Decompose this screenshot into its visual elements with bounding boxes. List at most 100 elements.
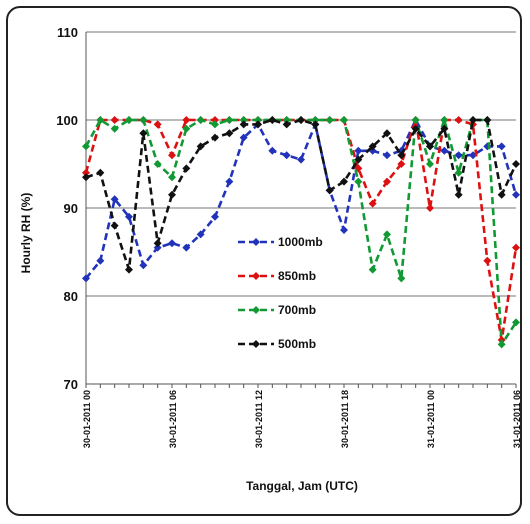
data-point-500mb <box>96 168 105 177</box>
data-point-1000mb <box>96 256 105 265</box>
data-point-850mb <box>211 116 219 124</box>
legend-item-700mb: 700mb <box>238 303 316 317</box>
data-point-1000mb <box>225 177 234 186</box>
data-point-850mb <box>168 151 176 160</box>
data-point-500mb <box>340 177 348 186</box>
legend-marker <box>252 238 260 246</box>
data-point-500mb <box>168 190 176 199</box>
data-point-850mb <box>368 199 377 208</box>
legend-marker <box>252 340 260 348</box>
data-point-500mb <box>282 120 291 129</box>
data-point-1000mb <box>82 274 90 283</box>
data-point-500mb <box>110 221 119 230</box>
data-point-850mb <box>483 256 492 265</box>
data-point-1000mb <box>512 190 520 199</box>
x-tick-label: 30-01-2011 00 <box>82 390 92 448</box>
data-point-1000mb <box>211 212 219 221</box>
data-point-1000mb <box>168 239 176 248</box>
data-point-1000mb <box>440 146 449 155</box>
legend-item-850mb: 850mb <box>238 269 316 283</box>
data-point-700mb <box>225 116 234 124</box>
data-point-500mb <box>411 124 420 133</box>
data-point-1000mb <box>182 243 191 252</box>
x-tick-label: 31-01-2011 00 <box>426 390 436 448</box>
data-point-850mb <box>82 168 90 177</box>
y-tick-label: 110 <box>57 25 78 40</box>
legend: 1000mb 850mb 700mb 500mb <box>238 235 323 351</box>
data-point-1000mb <box>268 146 277 155</box>
data-point-500mb <box>397 151 406 160</box>
data-point-500mb <box>483 116 492 124</box>
legend-item-500mb: 500mb <box>238 337 316 351</box>
data-point-500mb <box>469 116 477 124</box>
data-point-500mb <box>311 120 320 129</box>
data-point-1000mb <box>196 230 205 239</box>
data-point-1000mb <box>282 151 291 160</box>
data-point-850mb <box>397 160 406 168</box>
data-point-700mb <box>82 142 90 151</box>
data-point-700mb <box>254 116 262 124</box>
data-point-850mb <box>454 116 463 124</box>
data-point-500mb <box>268 116 277 124</box>
rh-line-chart: 70 80 90 100 110 30-01-2011 00 30-01-2011 06 30… <box>19 25 522 493</box>
data-point-500mb <box>297 116 305 124</box>
y-axis-title: Hourly RH (%) <box>19 193 33 274</box>
data-point-500mb <box>211 133 219 142</box>
data-point-700mb <box>211 120 219 129</box>
data-point-700mb <box>397 274 406 283</box>
legend-label: 500mb <box>278 337 316 351</box>
data-point-500mb <box>426 142 434 151</box>
data-point-700mb <box>325 116 334 124</box>
data-point-850mb <box>512 243 520 252</box>
data-point-700mb <box>239 116 248 124</box>
legend-marker <box>252 306 260 314</box>
data-point-850mb <box>110 116 119 124</box>
chart-frame: 70 80 90 100 110 30-01-2011 00 30-01-2011 06 30… <box>6 6 522 516</box>
data-point-700mb <box>440 116 449 124</box>
data-point-1000mb <box>110 195 119 204</box>
data-point-700mb <box>354 177 363 186</box>
data-point-500mb <box>82 173 90 182</box>
data-point-700mb <box>139 116 148 124</box>
y-tick-label: 90 <box>64 201 78 216</box>
y-tick-label: 100 <box>56 113 78 128</box>
grid-layer <box>86 31 516 385</box>
y-tick-label: 80 <box>64 289 78 304</box>
data-point-1000mb <box>239 133 248 142</box>
data-point-850mb <box>182 116 191 124</box>
data-point-700mb <box>153 160 162 168</box>
legend-label: 850mb <box>278 269 316 283</box>
data-point-500mb <box>182 164 191 173</box>
data-point-700mb <box>368 265 377 274</box>
data-point-1000mb <box>497 142 506 151</box>
data-point-1000mb <box>297 155 305 164</box>
data-point-500mb <box>225 129 234 138</box>
data-point-1000mb <box>139 261 148 270</box>
data-point-700mb <box>168 173 176 182</box>
data-point-500mb <box>139 129 148 138</box>
data-point-700mb <box>96 116 105 124</box>
data-point-850mb <box>426 204 434 212</box>
x-tick-label: 30-01-2011 18 <box>340 390 350 448</box>
data-point-500mb <box>497 190 506 199</box>
data-point-1000mb <box>454 151 463 160</box>
data-point-700mb <box>411 116 420 124</box>
series-1000mb <box>82 116 520 283</box>
data-point-500mb <box>512 160 520 168</box>
legend-marker <box>252 272 260 280</box>
data-point-850mb <box>153 120 162 129</box>
data-point-700mb <box>182 124 191 133</box>
legend-label: 1000mb <box>278 235 323 249</box>
data-point-700mb <box>512 318 520 327</box>
data-point-500mb <box>383 129 391 138</box>
data-point-500mb <box>254 120 262 129</box>
x-axis-title: Tanggal, Jam (UTC) <box>246 479 358 493</box>
data-point-500mb <box>196 142 205 151</box>
data-point-700mb <box>497 340 506 349</box>
x-tick-label: 30-01-2011 12 <box>254 390 264 448</box>
data-point-500mb <box>440 124 449 133</box>
data-point-700mb <box>340 116 348 124</box>
data-point-500mb <box>454 190 463 199</box>
data-point-700mb <box>426 160 434 168</box>
data-point-1000mb <box>354 146 363 155</box>
